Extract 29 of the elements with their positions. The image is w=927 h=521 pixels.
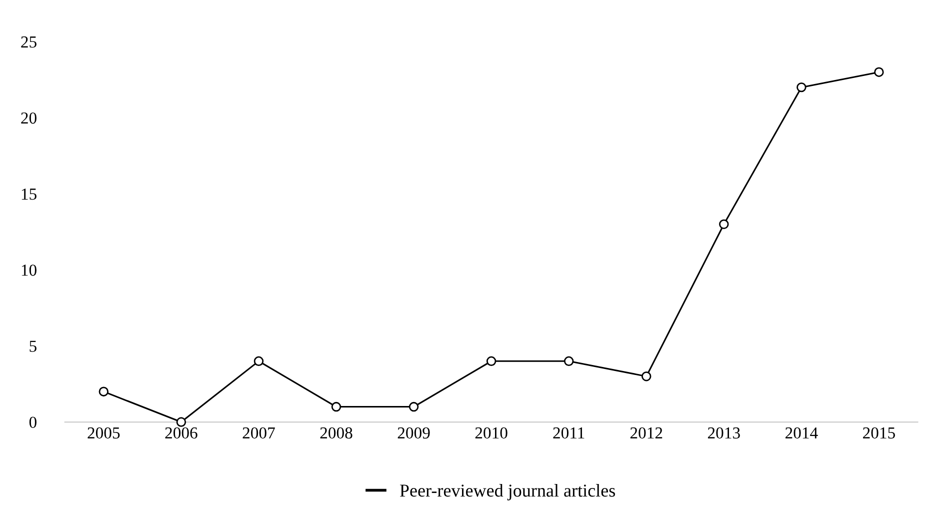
y-tick-label: 15 [22, 188, 36, 200]
x-tick-label: 2008 [320, 427, 352, 439]
x-tick-label: 2014 [786, 427, 818, 439]
y-tick-label: 5 [30, 340, 36, 352]
point [98, 386, 109, 396]
y-tick-label: 10 [22, 264, 36, 276]
legend-label: Peer-reviewed journal articles [400, 484, 616, 500]
point [874, 67, 884, 77]
point [176, 417, 186, 427]
x-tick-label: 2015 [863, 427, 895, 439]
x-tick-label: 2009 [398, 427, 430, 439]
x-tick-label: 2012 [630, 427, 662, 439]
y-tick-label: 0 [29, 416, 36, 428]
point [331, 402, 342, 412]
point [254, 356, 264, 366]
point [408, 402, 419, 412]
point [642, 372, 652, 382]
x-tick-label: 2010 [475, 427, 508, 439]
x-tick-label: 2011 [553, 427, 584, 439]
y-tick-label: 25 [21, 36, 36, 48]
point [486, 356, 496, 366]
y-tick-label: 20 [21, 112, 36, 124]
x-tick-label: 2007 [242, 427, 275, 439]
x-tick-label: 2013 [708, 427, 740, 439]
point [564, 356, 574, 366]
point [719, 219, 729, 230]
x-tick-label: 2006 [165, 427, 198, 439]
x-tick-label: 2005 [88, 427, 120, 439]
point [796, 82, 806, 92]
